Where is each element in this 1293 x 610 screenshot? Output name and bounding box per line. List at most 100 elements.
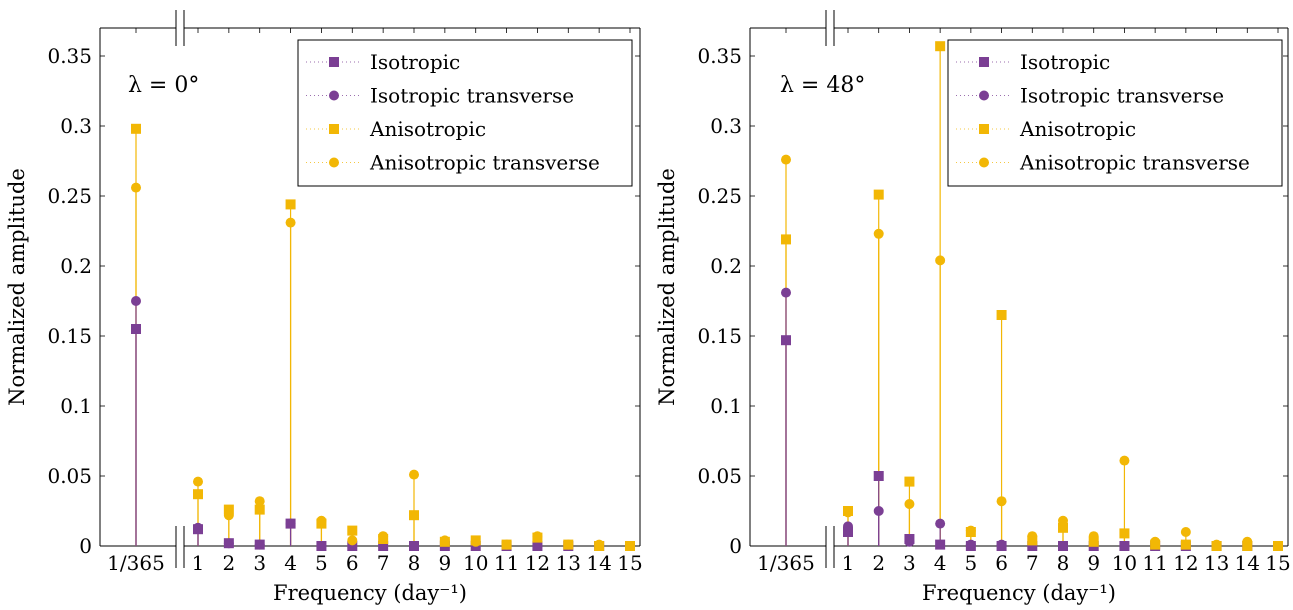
legend: Isotropic Isotropic transverse Anisotropic… bbox=[297, 39, 633, 187]
data-point-circle bbox=[285, 217, 296, 228]
x-tick-label: 14 bbox=[1235, 551, 1260, 575]
data-point-circle bbox=[1211, 539, 1222, 550]
data-point-circle bbox=[1058, 515, 1068, 526]
data-point-square bbox=[781, 234, 791, 245]
y-tick-label: 0.15 bbox=[697, 324, 742, 348]
data-point-circle bbox=[1150, 536, 1161, 547]
x-tick-label: 14 bbox=[586, 551, 611, 575]
x-tick-label: 6 bbox=[995, 551, 1008, 575]
data-point-square bbox=[1180, 539, 1191, 550]
data-point-circle bbox=[223, 510, 234, 521]
x-tick-label: 15 bbox=[617, 551, 642, 575]
data-point-square bbox=[1088, 536, 1099, 547]
legend-entry-label: Isotropic bbox=[1020, 50, 1110, 74]
legend-box bbox=[947, 39, 1283, 187]
data-point-circle bbox=[996, 539, 1007, 550]
y-tick-label: 0.15 bbox=[47, 324, 92, 348]
data-point-square bbox=[347, 525, 358, 536]
legend-marker-circle bbox=[329, 157, 339, 168]
data-point-circle bbox=[965, 525, 976, 536]
data-point-circle bbox=[193, 522, 203, 533]
data-point-circle bbox=[935, 518, 946, 529]
x-tick-label: 12 bbox=[1173, 551, 1198, 575]
y-tick-label: 0 bbox=[79, 534, 92, 558]
data-point-circle bbox=[254, 496, 265, 507]
data-point-circle bbox=[996, 496, 1007, 507]
legend-entry-label: Anisotropic transverse bbox=[369, 151, 600, 175]
y-tick-label: 0.1 bbox=[60, 394, 92, 418]
x-tick-label: 13 bbox=[556, 551, 581, 575]
x-tick-label: 3 bbox=[903, 551, 916, 575]
x-tick-label: 8 bbox=[408, 551, 421, 575]
data-point-circle bbox=[316, 541, 327, 551]
data-point-circle bbox=[873, 506, 884, 516]
x-tick-label: 2 bbox=[222, 551, 235, 575]
data-point-circle bbox=[1119, 541, 1130, 551]
data-point-square bbox=[781, 335, 791, 346]
data-point-square bbox=[873, 471, 884, 481]
chart-panel-1: 00.050.10.150.20.250.30.351/365 1 2 3 4 5 6 7 8 9… bbox=[5, 10, 643, 605]
x-tick-label: 3 bbox=[253, 551, 266, 575]
data-point-circle bbox=[131, 296, 141, 306]
x-tick-label: 13 bbox=[1204, 551, 1229, 575]
data-point-circle bbox=[285, 518, 296, 529]
data-point-square bbox=[223, 504, 234, 515]
data-point-circle bbox=[131, 182, 141, 193]
y-axis-label: Normalized amplitude bbox=[655, 168, 679, 406]
legend-marker-square bbox=[979, 124, 989, 134]
x-tick-label: 4 bbox=[934, 551, 947, 575]
x-tick-label: 1 bbox=[192, 551, 205, 575]
data-point-square bbox=[409, 510, 419, 521]
data-point-circle bbox=[409, 469, 419, 480]
legend-entry-label: Anisotropic bbox=[369, 117, 486, 141]
x-tick-label: 15 bbox=[1265, 551, 1290, 575]
stem-marks bbox=[781, 41, 1283, 551]
axis-break-mask bbox=[826, 526, 834, 568]
data-point-circle bbox=[843, 507, 853, 518]
data-point-circle bbox=[1058, 541, 1068, 551]
data-point-square bbox=[131, 324, 141, 334]
data-point-circle bbox=[873, 228, 884, 239]
x-tick-label: 8 bbox=[1057, 551, 1070, 575]
data-point-circle bbox=[965, 539, 976, 550]
data-point-circle bbox=[1273, 541, 1283, 551]
x-tick-label: 5 bbox=[964, 551, 977, 575]
y-tick-label: 0.35 bbox=[697, 44, 742, 68]
data-point-circle bbox=[935, 255, 946, 266]
y-tick-label: 0.2 bbox=[60, 254, 92, 278]
legend-entry-label: Anisotropic transverse bbox=[1019, 151, 1250, 175]
data-point-circle bbox=[563, 539, 574, 550]
axis-break-mask bbox=[826, 10, 834, 46]
y-tick-label: 0.35 bbox=[47, 44, 92, 68]
data-point-circle bbox=[532, 531, 543, 542]
data-point-square bbox=[843, 527, 853, 537]
data-point-circle bbox=[594, 539, 605, 550]
y-tick-label: 0.3 bbox=[60, 114, 92, 138]
legend-marker-square bbox=[979, 57, 989, 67]
data-point-square bbox=[254, 504, 265, 515]
data-point-circle bbox=[1119, 455, 1130, 466]
x-tick-label: 10 bbox=[1112, 551, 1137, 575]
legend-entry-label: Isotropic bbox=[370, 50, 460, 74]
legend-marker-circle bbox=[329, 90, 339, 101]
axis-break-mask bbox=[176, 526, 184, 568]
data-point-circle bbox=[781, 154, 791, 165]
y-tick-label: 0.05 bbox=[697, 464, 742, 488]
data-point-square bbox=[193, 489, 203, 500]
x-tick-label: 11 bbox=[1142, 551, 1167, 575]
data-point-circle bbox=[1242, 536, 1253, 547]
data-point-circle bbox=[1027, 531, 1038, 542]
data-point-circle bbox=[254, 539, 265, 550]
data-point-square bbox=[935, 539, 946, 550]
x-tick-label: 1/365 bbox=[757, 551, 815, 575]
data-point-circle bbox=[409, 541, 419, 551]
data-point-circle bbox=[781, 287, 791, 298]
x-tick-label: 7 bbox=[1026, 551, 1039, 575]
y-tick-label: 0.05 bbox=[47, 464, 92, 488]
data-point-circle bbox=[532, 541, 543, 551]
data-point-square bbox=[904, 476, 915, 487]
legend-box bbox=[297, 39, 633, 187]
legend-marker-circle bbox=[979, 90, 989, 101]
y-tick-label: 0.2 bbox=[710, 254, 742, 278]
